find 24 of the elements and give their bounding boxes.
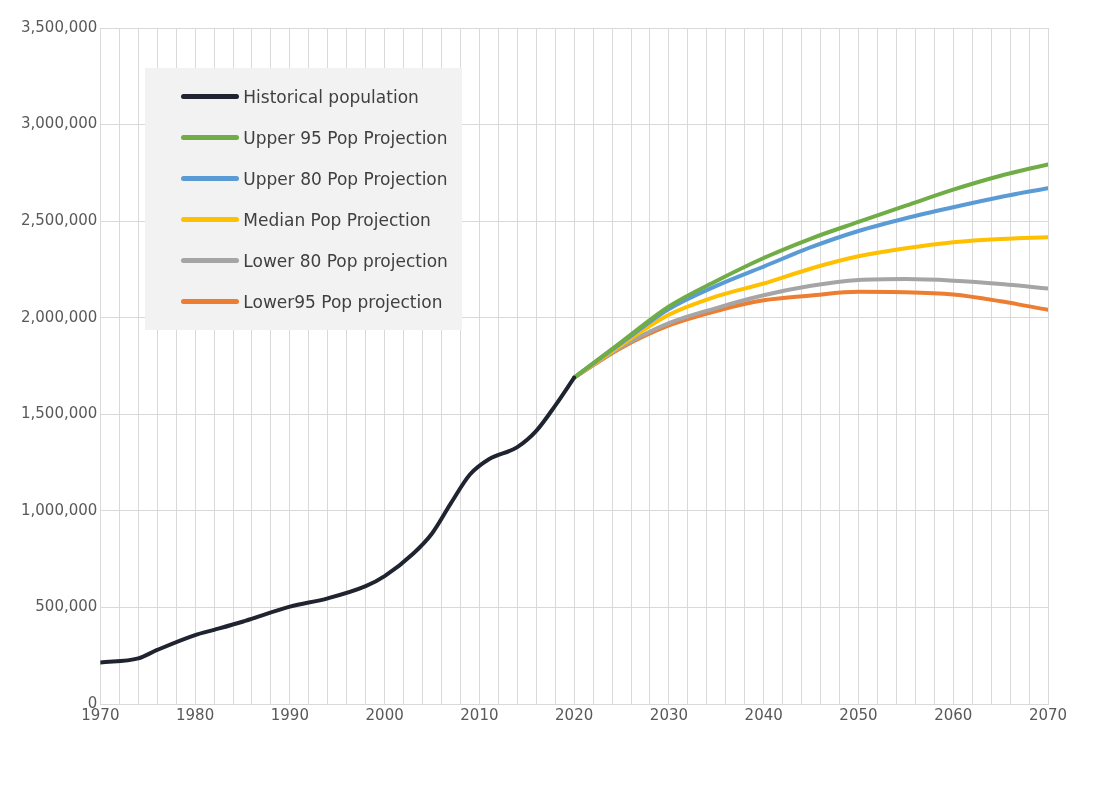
y-tick-label: 3,000,000 <box>21 114 98 133</box>
legend-label: Lower95 Pop projection <box>243 291 443 312</box>
legend-label: Lower 80 Pop projection <box>243 250 448 271</box>
x-tick-label: 2000 <box>365 705 404 724</box>
y-tick-label: 1,000,000 <box>21 500 98 519</box>
y-tick-label: 1,500,000 <box>21 404 98 423</box>
x-tick-label: 2020 <box>555 705 594 724</box>
legend-label: Upper 95 Pop Projection <box>243 127 448 148</box>
x-tick-label: 2030 <box>649 705 689 724</box>
y-tick-label: 2,000,000 <box>21 307 98 326</box>
legend-label: Historical population <box>243 86 419 107</box>
y-tick-label: 3,500,000 <box>21 17 98 36</box>
legend-label: Upper 80 Pop Projection <box>243 168 448 189</box>
x-tick-label: 2070 <box>1028 705 1068 724</box>
x-tick-label: 2050 <box>839 705 878 724</box>
line-series <box>100 375 577 665</box>
x-tick-label: 1990 <box>270 705 309 724</box>
legend-label: Median Pop Projection <box>243 209 431 230</box>
x-tick-label: 1980 <box>176 705 215 724</box>
x-tick-label: 2010 <box>460 705 499 724</box>
x-tick-label: 2060 <box>934 705 973 724</box>
y-tick-label: 500,000 <box>35 597 98 616</box>
y-tick-label: 2,500,000 <box>21 211 98 230</box>
x-tick-label: 2040 <box>744 705 783 724</box>
